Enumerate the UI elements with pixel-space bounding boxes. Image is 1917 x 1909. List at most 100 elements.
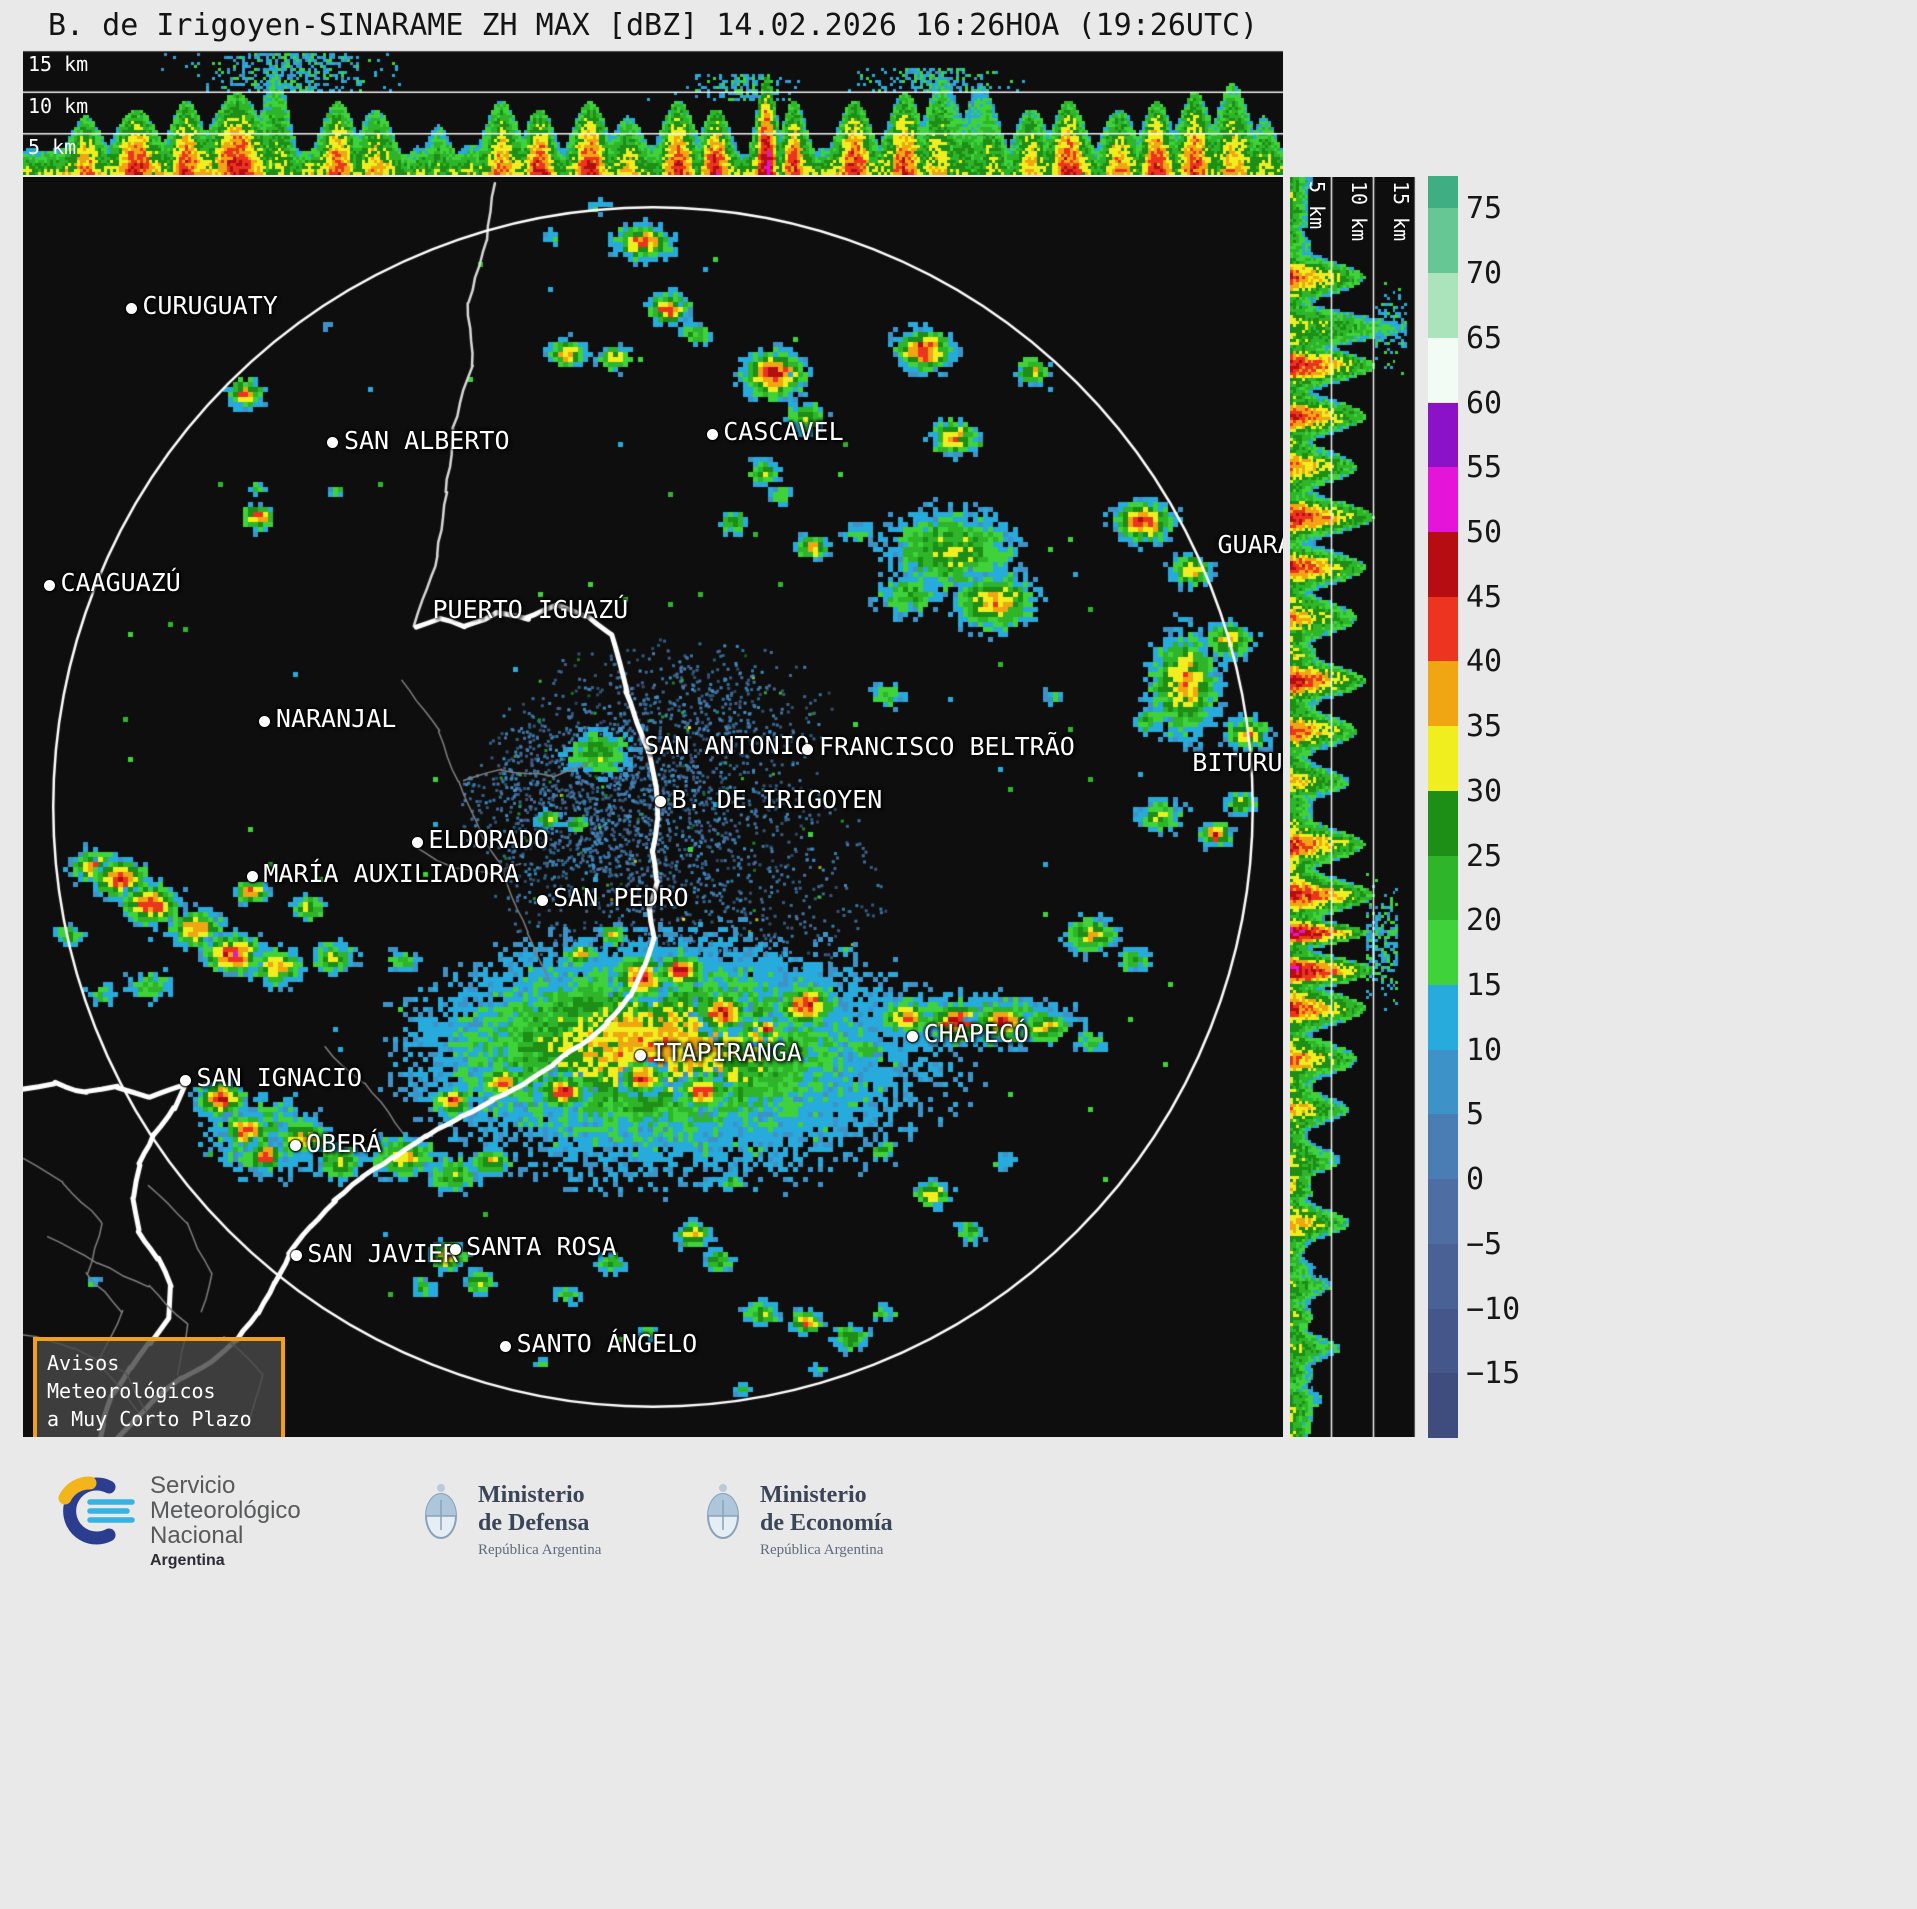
city-dot — [536, 894, 548, 906]
colorbar-segment — [1428, 402, 1458, 468]
colorbar-tick: −5 — [1466, 1226, 1503, 1262]
dbz-colorbar-ticks: 75 70 65 60 55 50 45 40 35 30 25 20 15 10 5 0 −5 −10 −15 — [1466, 176, 1596, 1438]
colorbar-segment — [1428, 1373, 1458, 1438]
colorbar-tick: 45 — [1466, 579, 1503, 615]
colorbar-segment — [1428, 1243, 1458, 1309]
city-label: ITAPIRANGA — [651, 1038, 802, 1068]
smn-name-line2: Meteorológico — [150, 1496, 301, 1524]
city-label: CAAGUAZÚ — [60, 568, 181, 598]
economia-line2: de Economía — [760, 1509, 893, 1536]
colorbar-segment — [1428, 1114, 1458, 1180]
warning-line-1: Avisos Meteorológicos — [47, 1351, 216, 1403]
smn-name: Servicio Meteorológico Nacional Argentin… — [150, 1472, 301, 1569]
ministerio-defensa-text: Ministerio de Defensa República Argentin… — [478, 1482, 601, 1559]
city-label: GUARA — [1217, 530, 1283, 560]
city-labels-layer: CURUGUATY SAN ALBERTO CAAGUAZÚ CASCAVEL PUER… — [23, 177, 1283, 1437]
colorbar-tick: 70 — [1466, 256, 1503, 292]
colorbar-tick: 15 — [1466, 967, 1503, 1003]
city-dot — [290, 1250, 302, 1262]
city-label: SANTA ROSA — [466, 1232, 617, 1262]
warning-line-2: a Muy Corto Plazo — [47, 1407, 252, 1431]
city-dot — [655, 796, 667, 808]
city-dot — [449, 1243, 461, 1255]
colorbar-tick: 10 — [1466, 1032, 1503, 1068]
cross-section-right-canvas — [1290, 177, 1416, 1437]
dbz-colorbar — [1428, 176, 1458, 1438]
city-label: CURUGUATY — [142, 291, 278, 321]
colorbar-segment — [1428, 208, 1458, 274]
city-label: BITURU — [1192, 748, 1283, 778]
city-dot — [500, 1340, 512, 1352]
colorbar-segment — [1428, 337, 1458, 403]
city-label: SAN JAVIER — [307, 1238, 458, 1268]
city-label: NARANJAL — [275, 704, 397, 734]
city-dot — [327, 437, 339, 449]
colorbar-tick: 40 — [1466, 644, 1503, 680]
city-label: OBERÁ — [306, 1128, 382, 1158]
colorbar-segment — [1428, 920, 1458, 985]
smn-logo-icon — [52, 1474, 138, 1553]
city-label: SAN PEDRO — [553, 883, 689, 913]
city-dot — [634, 1049, 646, 1061]
city-label: SAN ANTONIO — [644, 730, 810, 760]
colorbar-tick: 75 — [1466, 191, 1503, 227]
altitude-label: 5 km — [1305, 181, 1329, 230]
colorbar-tick: 30 — [1466, 773, 1503, 809]
colorbar-tick: 5 — [1466, 1097, 1485, 1133]
altitude-label: 10 km — [28, 93, 89, 118]
ministerio-defensa-block: Ministerio de Defensa República Argentin… — [418, 1482, 601, 1559]
colorbar-segment — [1428, 790, 1458, 856]
cross-section-top-canvas — [23, 50, 1283, 175]
colorbar-tick: 20 — [1466, 903, 1503, 939]
radar-map-canvas — [23, 177, 1283, 1437]
city-label: ELDORADO — [428, 825, 549, 855]
colorbar-segment — [1428, 531, 1458, 597]
city-label: FRANCISCO BELTRÃO — [818, 732, 1075, 762]
city-dot — [246, 870, 258, 882]
colorbar-segment — [1428, 855, 1458, 921]
colorbar-tick: 35 — [1466, 709, 1503, 745]
city-label: CASCAVEL — [723, 417, 844, 447]
escudo-argentina-icon — [700, 1482, 746, 1549]
colorbar-segment — [1428, 1308, 1458, 1374]
ministerio-economia-text: Ministerio de Economía República Argenti… — [760, 1482, 893, 1559]
city-dot — [706, 428, 718, 440]
colorbar-tick: 0 — [1466, 1162, 1485, 1198]
colorbar-segment — [1428, 661, 1458, 727]
altitude-label: 15 km — [1389, 181, 1413, 242]
colorbar-segment — [1428, 726, 1458, 791]
colorbar-segment — [1428, 467, 1458, 532]
colorbar-segment — [1428, 596, 1458, 662]
warning-box[interactable]: Avisos Meteorológicos a Muy Corto Plazo — [33, 1337, 285, 1437]
city-dot — [907, 1030, 919, 1042]
city-dot — [125, 302, 137, 314]
economia-sub: República Argentina — [760, 1542, 884, 1559]
ministerio-economia-block: Ministerio de Economía República Argenti… — [700, 1482, 893, 1559]
radar-map-panel: CURUGUATY SAN ALBERTO CAAGUAZÚ CASCAVEL PUER… — [23, 177, 1283, 1437]
colorbar-segment — [1428, 176, 1458, 209]
city-dot — [802, 743, 814, 755]
city-dot — [259, 715, 271, 727]
colorbar-tick: 25 — [1466, 838, 1503, 874]
smn-name-line1: Servicio — [150, 1472, 236, 1499]
smn-name-line3: Nacional — [150, 1521, 244, 1549]
colorbar-tick: 50 — [1466, 514, 1503, 550]
city-label: SAN IGNACIO — [196, 1063, 363, 1093]
page-title: B. de Irigoyen-SINARAME ZH MAX [dBZ] 14.… — [48, 8, 1259, 43]
smn-country: Argentina — [150, 1551, 225, 1569]
colorbar-tick: 60 — [1466, 385, 1503, 421]
city-dot — [43, 579, 55, 591]
city-label: MARÍA AUXILIADORA — [263, 859, 520, 889]
colorbar-segment — [1428, 1049, 1458, 1115]
altitude-label: 5 km — [28, 135, 77, 160]
colorbar-tick: −15 — [1466, 1356, 1521, 1392]
cross-section-top-panel: 15 km 10 km 5 km — [23, 50, 1283, 175]
defensa-line2: de Defensa — [478, 1509, 590, 1536]
colorbar-tick: −10 — [1466, 1291, 1521, 1327]
city-label: B. DE IRIGOYEN — [671, 784, 883, 814]
economia-line1: Ministerio — [760, 1482, 867, 1508]
city-label: SANTO ÁNGELO — [516, 1329, 698, 1359]
colorbar-tick: 55 — [1466, 450, 1503, 486]
smn-logo-block: Servicio Meteorológico Nacional Argentin… — [52, 1472, 301, 1569]
